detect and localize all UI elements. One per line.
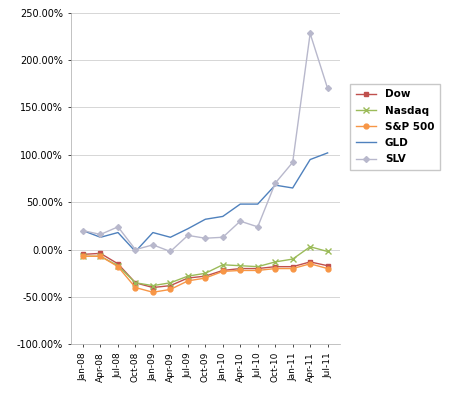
GLD bbox=[115, 230, 121, 235]
Dow bbox=[185, 276, 191, 281]
GLD bbox=[290, 186, 295, 191]
GLD bbox=[202, 217, 208, 222]
Line: Dow: Dow bbox=[81, 251, 330, 290]
S&P 500 bbox=[307, 261, 313, 266]
Dow bbox=[307, 260, 313, 265]
Dow bbox=[115, 261, 121, 266]
Dow bbox=[133, 280, 138, 285]
Nasdaq bbox=[307, 244, 313, 249]
SLV bbox=[133, 247, 138, 252]
Dow bbox=[272, 264, 278, 269]
Nasdaq bbox=[98, 254, 103, 259]
Line: SLV: SLV bbox=[81, 32, 330, 254]
Line: S&P 500: S&P 500 bbox=[81, 254, 330, 295]
Dow bbox=[98, 251, 103, 256]
Nasdaq bbox=[255, 264, 261, 269]
Nasdaq bbox=[80, 254, 86, 259]
SLV bbox=[272, 181, 278, 186]
SLV bbox=[202, 236, 208, 241]
Dow bbox=[290, 264, 295, 269]
GLD bbox=[220, 214, 226, 219]
SLV bbox=[80, 228, 86, 233]
Nasdaq bbox=[237, 263, 243, 268]
GLD bbox=[307, 157, 313, 162]
GLD bbox=[325, 150, 330, 155]
SLV bbox=[185, 233, 191, 238]
Legend: Dow, Nasdaq, S&P 500, GLD, SLV: Dow, Nasdaq, S&P 500, GLD, SLV bbox=[350, 84, 439, 170]
SLV bbox=[98, 232, 103, 237]
Nasdaq bbox=[272, 260, 278, 265]
S&P 500 bbox=[220, 269, 226, 274]
Dow bbox=[202, 273, 208, 278]
SLV bbox=[168, 249, 173, 254]
GLD bbox=[150, 230, 156, 235]
GLD bbox=[133, 249, 138, 254]
Dow bbox=[255, 266, 261, 271]
S&P 500 bbox=[185, 278, 191, 284]
S&P 500 bbox=[168, 287, 173, 292]
S&P 500 bbox=[255, 268, 261, 273]
Dow bbox=[220, 268, 226, 273]
SLV bbox=[115, 224, 121, 229]
S&P 500 bbox=[98, 254, 103, 259]
S&P 500 bbox=[202, 276, 208, 281]
Nasdaq bbox=[115, 263, 121, 268]
S&P 500 bbox=[237, 268, 243, 273]
Nasdaq bbox=[133, 280, 138, 285]
Dow bbox=[325, 263, 330, 268]
S&P 500 bbox=[133, 285, 138, 290]
GLD bbox=[98, 235, 103, 240]
Dow bbox=[237, 266, 243, 271]
Nasdaq bbox=[185, 273, 191, 278]
Nasdaq bbox=[202, 271, 208, 276]
S&P 500 bbox=[150, 290, 156, 295]
SLV bbox=[325, 86, 330, 91]
S&P 500 bbox=[290, 266, 295, 271]
Nasdaq bbox=[220, 262, 226, 267]
GLD bbox=[185, 226, 191, 231]
GLD bbox=[255, 202, 261, 207]
SLV bbox=[290, 160, 295, 165]
SLV bbox=[237, 219, 243, 224]
Nasdaq bbox=[150, 283, 156, 288]
GLD bbox=[168, 235, 173, 240]
GLD bbox=[272, 183, 278, 188]
Dow bbox=[150, 285, 156, 290]
SLV bbox=[150, 242, 156, 247]
S&P 500 bbox=[115, 264, 121, 269]
Dow bbox=[80, 252, 86, 257]
Nasdaq bbox=[325, 249, 330, 254]
Nasdaq bbox=[290, 257, 295, 262]
S&P 500 bbox=[80, 254, 86, 259]
Dow bbox=[168, 283, 173, 288]
S&P 500 bbox=[272, 266, 278, 271]
SLV bbox=[220, 235, 226, 240]
Line: Nasdaq: Nasdaq bbox=[80, 244, 330, 289]
SLV bbox=[255, 224, 261, 229]
Nasdaq bbox=[168, 280, 173, 285]
GLD bbox=[237, 202, 243, 207]
GLD bbox=[80, 228, 86, 233]
SLV bbox=[307, 31, 313, 36]
Line: GLD: GLD bbox=[83, 153, 328, 252]
S&P 500 bbox=[325, 266, 330, 271]
